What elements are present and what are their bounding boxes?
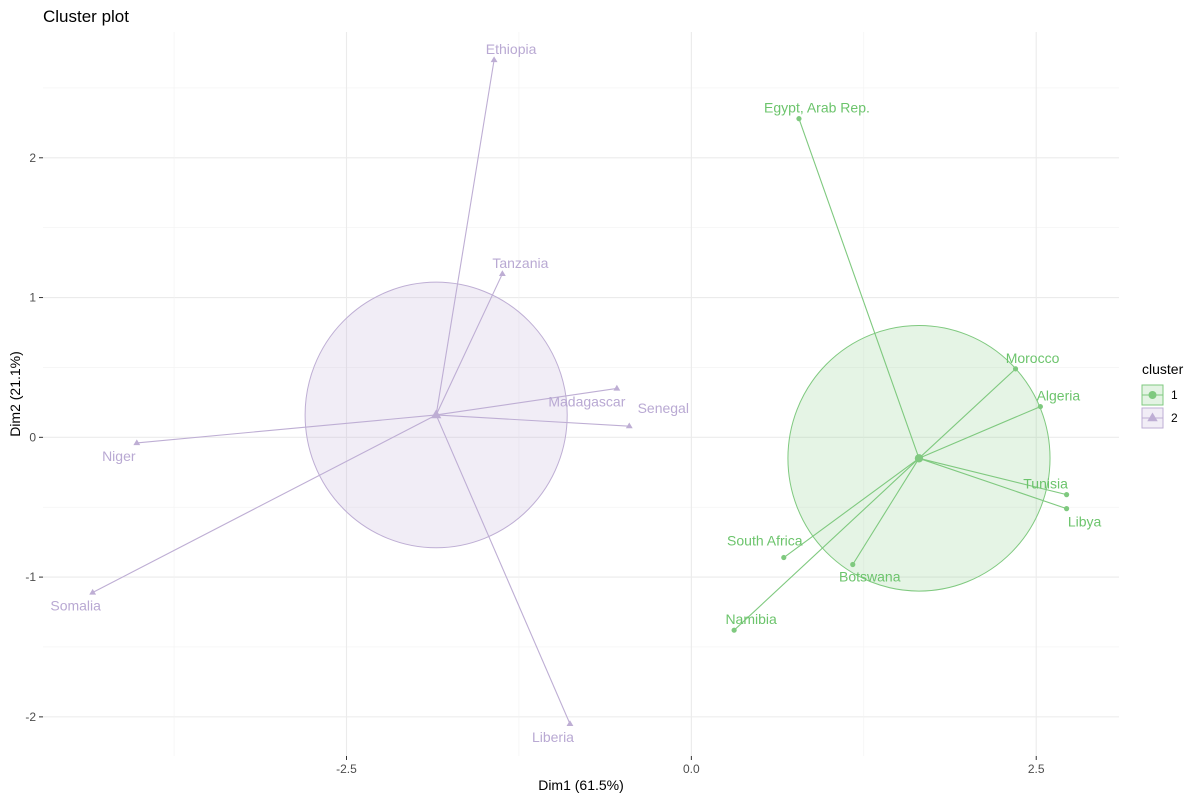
cluster-2-point [498,270,506,276]
cluster-2-segment [435,414,571,725]
x-axis-title: Dim1 (61.5%) [538,777,624,793]
point-label: Liberia [532,729,574,745]
cluster-1-segment [918,368,1016,459]
cluster-2-segment [136,414,437,444]
cluster-1-segment [918,406,1041,459]
cluster-2-segment [92,414,437,593]
cluster-2-center [430,409,442,419]
y-tick-label: -2 [25,710,36,724]
point-label: Botswana [839,569,901,585]
cluster-2-point [89,588,97,595]
cluster-1-point [1063,492,1070,498]
legend-title: cluster [1142,361,1184,377]
point-label: Madagascar [548,393,625,409]
point-label: Tanzania [492,255,548,271]
point-label: Tunisia [1023,476,1068,492]
cluster-points [89,56,1070,727]
cluster-1-segment [918,457,1067,510]
legend: cluster 1 2 [1141,361,1184,429]
y-tick-label: -1 [25,570,36,584]
legend-label: 2 [1171,411,1178,425]
cluster-2-point [566,720,574,727]
y-tick-label: 2 [29,151,36,165]
point-labels: Egypt, Arab Rep. Morocco Algeria Tunisia Lib… [50,41,1101,745]
cluster-2-segment [435,273,503,416]
x-tick-label: 2.5 [1028,762,1045,776]
cluster-2-point [133,439,141,446]
cluster-1-point [781,554,787,561]
cluster-1-segment [918,457,1067,496]
cluster-1-center [914,454,924,463]
grid [43,32,1119,756]
point-label: South Africa [727,533,803,549]
cluster-1-segment [783,457,920,558]
cluster-1-point [1037,403,1043,410]
x-tick-label: 0.0 [683,762,700,776]
point-label: Somalia [50,597,101,613]
cluster-1-point [1063,506,1070,512]
y-axis: -2 -1 0 1 2 [25,151,43,724]
cluster-2-point [613,384,621,391]
cluster-2-point [625,422,633,429]
point-label: Senegal [638,400,689,416]
cluster-1-point [796,116,802,122]
cluster-ellipses [304,281,1051,592]
cluster-1-point [731,627,737,633]
x-tick-label: -2.5 [336,762,357,776]
cluster-2-segment [435,59,495,416]
point-label: Niger [102,448,136,464]
point-label: Ethiopia [486,41,537,57]
cluster-2-segment [436,414,630,427]
cluster-2-point [490,56,498,63]
point-label: Libya [1068,514,1102,530]
cluster-1-point [850,561,856,568]
y-tick-label: 0 [29,430,36,444]
chart-title: Cluster plot [43,7,129,26]
point-label: Morocco [1006,350,1060,366]
point-label: Namibia [725,611,777,627]
cluster-1-segment [733,457,920,631]
point-label: Egypt, Arab Rep. [764,100,870,116]
x-axis: -2.5 0.0 2.5 [336,756,1045,776]
cluster-2-segment [436,387,617,416]
legend-key-circle [1148,391,1157,399]
cluster-segments [92,59,1067,725]
y-tick-label: 1 [29,291,36,305]
cluster-1-segment [852,458,920,565]
cluster-1-point [1012,366,1019,372]
point-label: Algeria [1037,388,1081,404]
legend-key-triangle [1147,412,1158,422]
cluster-1-segment [798,118,920,459]
legend-label: 1 [1171,388,1178,402]
y-axis-title: Dim2 (21.1%) [7,351,23,437]
